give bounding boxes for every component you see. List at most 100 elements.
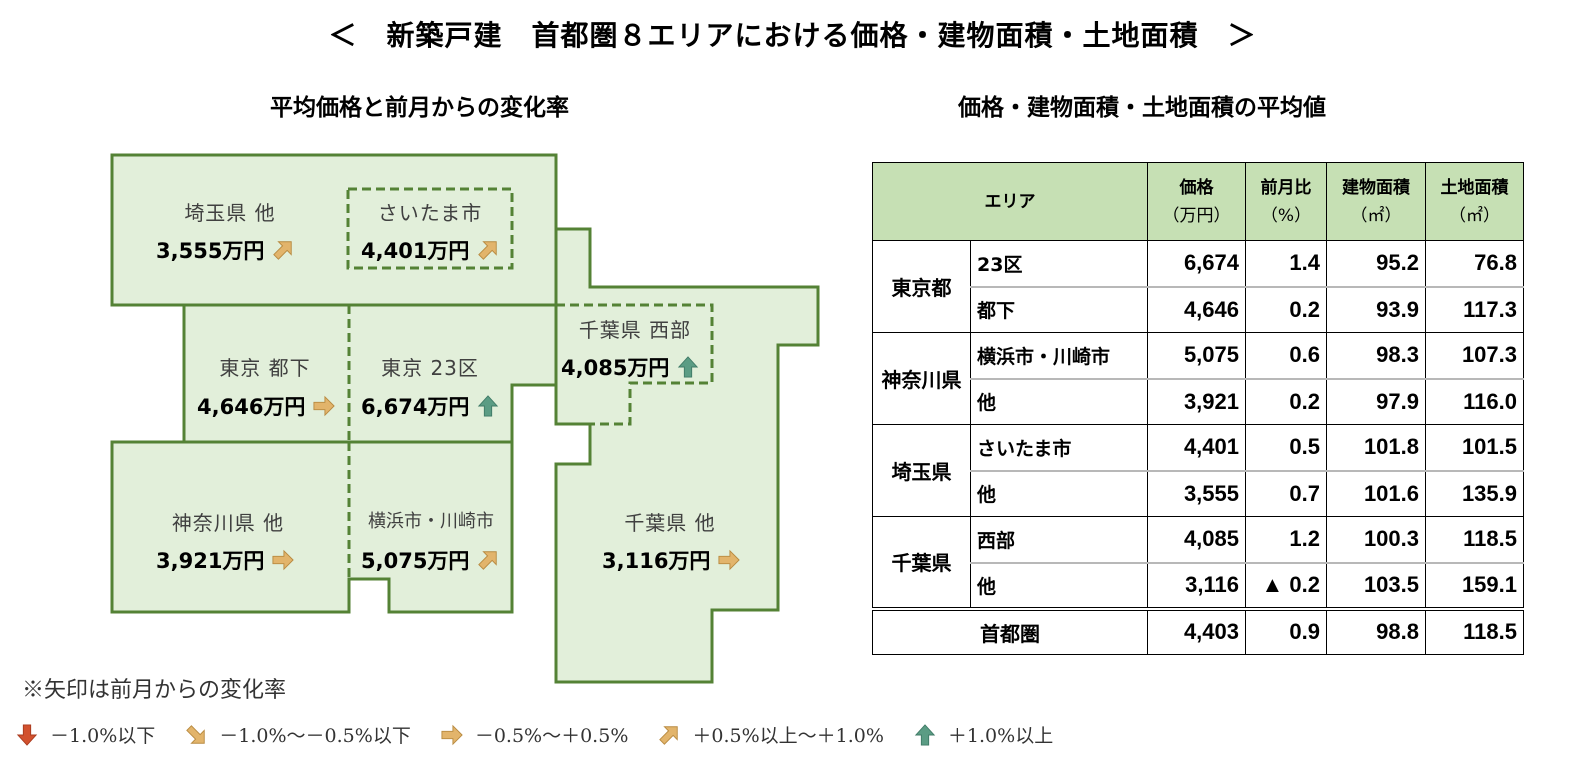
- map-section-title: 平均価格と前月からの変化率: [270, 95, 569, 121]
- building-cell: 101.8: [1326, 424, 1426, 472]
- region-label-tokyo-suburbs: 東京 都下: [219, 356, 311, 380]
- building-cell: 98.8: [1326, 606, 1426, 655]
- change-cell: 0.5: [1245, 424, 1327, 472]
- table-row: 埼玉県 さいたま市 4,401 0.5 101.8 101.5: [872, 424, 1524, 517]
- land-cell: 107.3: [1425, 332, 1524, 380]
- region-price-saitama-other: 3,555万円: [156, 235, 294, 265]
- header-building-label: 建物面積: [1342, 177, 1410, 198]
- region-shape-chiba: [554, 227, 820, 684]
- header-land: 土地面積 （㎡）: [1425, 162, 1524, 241]
- arrow-up-right-icon: [477, 239, 499, 261]
- building-cell: 97.9: [1326, 377, 1426, 425]
- price-value: 3,555万円: [156, 239, 265, 263]
- price-cell: 3,921: [1147, 377, 1246, 425]
- subarea-cell: 他: [970, 561, 1148, 609]
- legend-label: ＋0.5%以上～＋1.0%: [692, 725, 884, 747]
- subarea-cell: 23区: [970, 240, 1148, 288]
- table-row: 他 3,555 0.7 101.6 135.9: [873, 469, 1524, 517]
- table-row: 都下 4,646 0.2 93.9 117.3: [873, 285, 1524, 333]
- region-shape-kanagawa: [110, 440, 514, 614]
- price-cell: 3,555: [1147, 469, 1246, 517]
- arrow-right-icon: [718, 549, 740, 571]
- change-cell: ▲ 0.2: [1245, 561, 1327, 609]
- table-row: 神奈川県 横浜市・川崎市 5,075 0.6 98.3 107.3: [872, 332, 1524, 425]
- header-price-unit: （万円）: [1162, 205, 1231, 226]
- page-title: ＜ 新築戸建 首都圏８エリアにおける価格・建物面積・土地面積 ＞: [328, 19, 1257, 52]
- table-total-row: 首都圏 4,403 0.9 98.8 118.5: [872, 606, 1524, 655]
- header-price: 価格 （万円）: [1147, 162, 1246, 241]
- legend-item: ＋1.0%以上: [914, 721, 1053, 748]
- header-change: 前月比 （%）: [1245, 162, 1327, 241]
- price-value: 3,921万円: [156, 549, 265, 573]
- arrow-right-icon: [313, 395, 335, 417]
- table-row: 千葉県 西部 4,085 1.2 100.3 118.5: [872, 516, 1524, 609]
- price-value: 3,116万円: [602, 549, 711, 573]
- region-price-yokohama-kawasaki: 5,075万円: [361, 545, 499, 575]
- price-cell: 4,401: [1147, 424, 1246, 472]
- table-row: 東京都 23区 6,674 1.4 95.2 76.8: [872, 240, 1524, 333]
- subarea-cell: 他: [970, 377, 1148, 425]
- change-cell: 1.4: [1245, 240, 1327, 288]
- region-shape-saitama-city: [346, 187, 514, 270]
- price-value: 4,085万円: [561, 356, 670, 380]
- subarea-cell: 都下: [970, 285, 1148, 333]
- land-cell: 135.9: [1425, 469, 1524, 517]
- legend-note: ※矢印は前月からの変化率: [22, 678, 287, 703]
- land-cell: 118.5: [1425, 606, 1524, 655]
- building-cell: 95.2: [1326, 240, 1426, 288]
- header-price-label: 価格: [1179, 177, 1214, 198]
- region-shape-chiba-west: [556, 303, 714, 426]
- header-area: エリア: [872, 162, 1148, 241]
- legend-item: －1.0%以下: [16, 721, 155, 748]
- price-area-table: エリア 価格 （万円） 前月比 （%） 建物面積 （㎡） 土地面積 （㎡） 東京…: [872, 162, 1524, 655]
- price-value: 4,646万円: [197, 395, 306, 419]
- header-change-label: 前月比: [1260, 177, 1312, 198]
- building-cell: 93.9: [1326, 285, 1426, 333]
- arrow-up-icon: [914, 724, 936, 746]
- land-cell: 76.8: [1425, 240, 1524, 288]
- price-value: 4,401万円: [361, 239, 470, 263]
- region-label-chiba-west: 千葉県 西部: [578, 318, 692, 342]
- land-cell: 101.5: [1425, 424, 1524, 472]
- region-shape-saitama: [110, 153, 558, 307]
- building-cell: 103.5: [1326, 561, 1426, 609]
- region-price-saitama-city: 4,401万円: [361, 235, 499, 265]
- arrow-legend: －1.0%以下 －1.0%～－0.5%以下 －0.5%～＋0.5% ＋0.5%以…: [16, 721, 1083, 748]
- total-label: 首都圏: [872, 606, 1148, 655]
- region-label-saitama-other: 埼玉県 他: [184, 201, 276, 225]
- region-label-saitama-city: さいたま市: [377, 201, 483, 225]
- land-cell: 118.5: [1425, 516, 1524, 564]
- pref-cell: 千葉県: [872, 516, 971, 609]
- arrow-up-icon: [677, 356, 699, 378]
- header-building: 建物面積 （㎡）: [1326, 162, 1426, 241]
- arrow-up-right-icon: [477, 549, 499, 571]
- region-price-kanagawa-other: 3,921万円: [156, 545, 294, 575]
- arrow-up-right-icon: [272, 239, 294, 261]
- arrow-up-right-icon: [658, 724, 680, 746]
- price-cell: 4,646: [1147, 285, 1246, 333]
- table-row: 他 3,116 ▲ 0.2 103.5 159.1: [873, 561, 1524, 609]
- legend-item: －0.5%～＋0.5%: [441, 721, 628, 748]
- region-price-chiba-other: 3,116万円: [602, 545, 740, 575]
- subarea-cell: 西部: [970, 516, 1148, 564]
- legend-item: －1.0%～－0.5%以下: [185, 721, 411, 748]
- region-label-kanagawa-other: 神奈川県 他: [171, 511, 285, 535]
- change-cell: 0.6: [1245, 332, 1327, 380]
- change-cell: 0.9: [1245, 606, 1327, 655]
- land-cell: 116.0: [1425, 377, 1524, 425]
- header-change-unit: （%）: [1260, 205, 1312, 226]
- region-label-chiba-other: 千葉県 他: [624, 511, 716, 535]
- pref-cell: 東京都: [872, 240, 971, 333]
- arrow-down-right-icon: [185, 724, 207, 746]
- subarea-cell: 他: [970, 469, 1148, 517]
- region-price-tokyo-suburbs: 4,646万円: [197, 391, 335, 421]
- region-price-tokyo-23: 6,674万円: [361, 391, 499, 421]
- building-cell: 98.3: [1326, 332, 1426, 380]
- arrow-right-icon: [441, 724, 463, 746]
- price-cell: 5,075: [1147, 332, 1246, 380]
- table-row: 他 3,921 0.2 97.9 116.0: [873, 377, 1524, 425]
- price-cell: 6,674: [1147, 240, 1246, 288]
- change-cell: 0.2: [1245, 377, 1327, 425]
- arrow-right-icon: [272, 549, 294, 571]
